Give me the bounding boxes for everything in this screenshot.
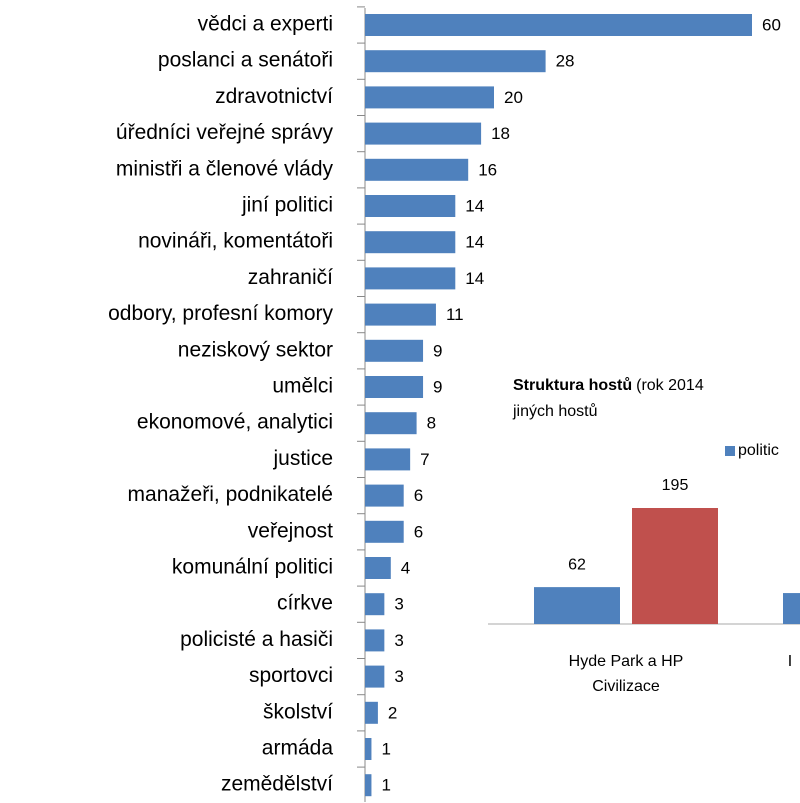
chart-subtitle: (rok 2014 bbox=[636, 377, 704, 394]
y-tick-label: sportovci bbox=[249, 664, 333, 687]
value-label: 6 bbox=[414, 486, 423, 505]
value-label: 9 bbox=[433, 377, 442, 396]
y-tick-label: vědci a experti bbox=[198, 13, 333, 36]
value-label: 18 bbox=[491, 124, 510, 143]
bar bbox=[365, 774, 372, 797]
y-tick-label: umělci bbox=[272, 375, 333, 398]
value-label: 4 bbox=[401, 558, 410, 577]
bar bbox=[365, 339, 424, 362]
value-label: 62 bbox=[568, 556, 586, 573]
value-label: 60 bbox=[762, 15, 781, 34]
value-label: 11 bbox=[446, 305, 464, 324]
value-label: 3 bbox=[394, 631, 403, 650]
bar bbox=[534, 587, 620, 624]
y-tick-label: jiní politici bbox=[241, 194, 333, 217]
chart-subtitle: jiných hostů bbox=[512, 402, 598, 420]
value-label: 9 bbox=[433, 341, 442, 360]
value-label: 195 bbox=[662, 477, 689, 494]
chart-title: Struktura hostů bbox=[513, 377, 632, 394]
bar bbox=[365, 593, 385, 616]
value-label: 1 bbox=[381, 739, 390, 758]
y-tick-label: poslanci a senátoři bbox=[158, 49, 333, 72]
bar bbox=[783, 593, 800, 624]
bar bbox=[365, 484, 404, 507]
bar bbox=[365, 557, 391, 579]
value-label: 14 bbox=[465, 269, 484, 288]
y-tick-label: školství bbox=[263, 700, 333, 723]
value-label: 3 bbox=[394, 667, 403, 686]
bar bbox=[365, 158, 469, 181]
bar bbox=[365, 122, 482, 145]
bar bbox=[365, 14, 752, 36]
y-tick-label: veřejnost bbox=[248, 519, 333, 542]
bar bbox=[365, 520, 404, 543]
legend-label: politic bbox=[738, 442, 779, 459]
y-tick-label: neziskový sektor bbox=[178, 338, 333, 361]
value-label: 28 bbox=[556, 52, 575, 71]
bar bbox=[365, 448, 411, 471]
bar bbox=[365, 50, 546, 73]
value-label: 6 bbox=[414, 522, 423, 541]
legend-swatch bbox=[725, 446, 735, 456]
y-tick-label: odbory, profesní komory bbox=[108, 302, 333, 325]
bar bbox=[365, 738, 372, 760]
bar bbox=[365, 376, 424, 398]
value-label: 2 bbox=[388, 703, 397, 722]
y-tick-label: komunální politici bbox=[172, 556, 333, 579]
value-label: 3 bbox=[394, 595, 403, 614]
x-tick-label: I bbox=[788, 653, 792, 670]
bar bbox=[365, 86, 494, 109]
y-tick-label: zemědělství bbox=[221, 773, 333, 796]
value-label: 7 bbox=[420, 450, 429, 469]
value-label: 8 bbox=[427, 414, 436, 433]
value-label: 20 bbox=[504, 88, 523, 107]
y-tick-label: ministři a členové vlády bbox=[116, 157, 334, 180]
y-tick-label: justice bbox=[272, 447, 333, 470]
y-tick-label: policisté a hasiči bbox=[180, 628, 333, 651]
bar bbox=[632, 508, 718, 624]
x-tick-label: Hyde Park a HP Civilizace bbox=[569, 653, 684, 695]
y-tick-label: církve bbox=[277, 592, 333, 615]
y-tick-label: úředníci veřejné správy bbox=[116, 121, 334, 144]
y-tick-label: zdravotnictví bbox=[215, 85, 333, 108]
bar bbox=[365, 231, 456, 254]
value-label: 14 bbox=[465, 233, 484, 252]
bar bbox=[365, 267, 456, 290]
y-tick-label: zahraničí bbox=[248, 266, 333, 289]
y-tick-label: ekonomové, analytici bbox=[137, 411, 333, 434]
bar bbox=[365, 195, 456, 217]
bar bbox=[365, 629, 385, 652]
y-tick-label: manažeři, podnikatelé bbox=[128, 483, 333, 506]
bar bbox=[365, 701, 378, 724]
bar bbox=[365, 412, 417, 435]
y-tick-label: armáda bbox=[262, 737, 334, 760]
value-label: 16 bbox=[478, 160, 497, 179]
bar bbox=[365, 303, 436, 326]
value-label: 1 bbox=[381, 776, 390, 795]
bar bbox=[365, 665, 385, 688]
y-tick-label: novináři, komentátoři bbox=[138, 230, 333, 253]
value-label: 14 bbox=[465, 196, 484, 215]
